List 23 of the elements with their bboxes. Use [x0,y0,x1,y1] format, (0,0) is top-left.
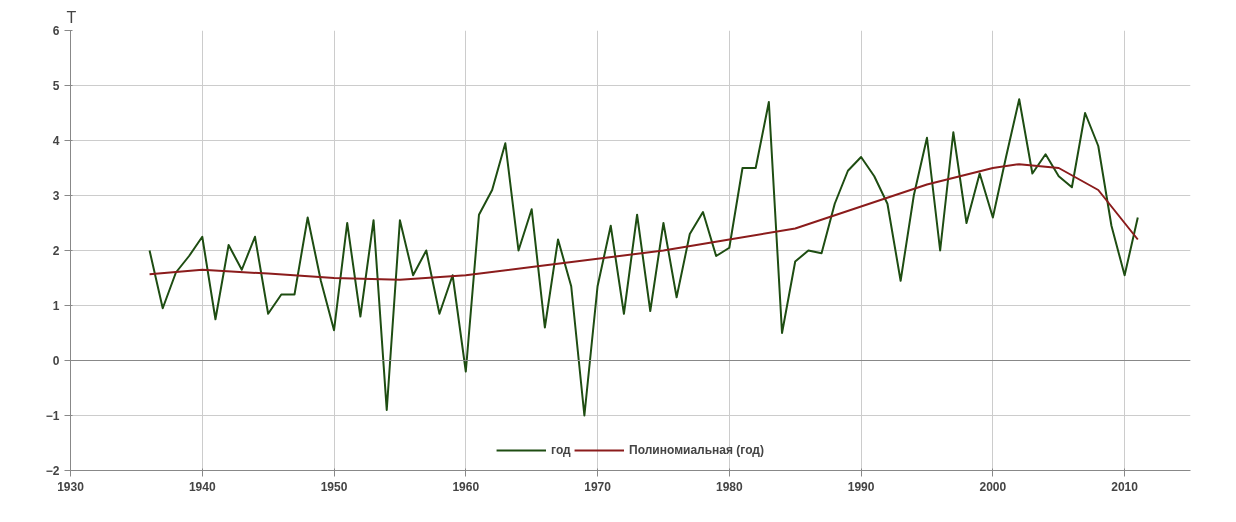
x-tick-label: 1950 [320,479,348,494]
y-tick-label: −1 [45,409,60,423]
x-tick-label: 1930 [57,479,85,494]
line-series [148,98,1139,417]
line-series [148,163,1139,281]
y-tick-label: −2 [45,464,60,478]
y-tick-label: 5 [52,79,60,93]
x-tick-label: 1990 [847,479,875,494]
legend-label: год [551,443,572,457]
y-axis-title: T [66,8,77,26]
x-tick-label: 1960 [452,479,480,494]
legend-label: Полиномиальная (год) [629,443,764,457]
y-tick-label: 0 [52,354,60,368]
x-tick-label: 1970 [584,479,612,494]
y-tick-label: 2 [52,244,60,258]
x-tick-label: 1940 [188,479,216,494]
y-tick-label: 3 [52,189,60,203]
y-tick-label: 1 [52,299,60,313]
y-tick-label: 6 [52,24,60,38]
x-tick-label: 2000 [979,479,1007,494]
y-tick-label: 4 [52,134,60,148]
x-tick-label: 1980 [715,479,743,494]
x-tick-label: 2010 [1111,479,1139,494]
